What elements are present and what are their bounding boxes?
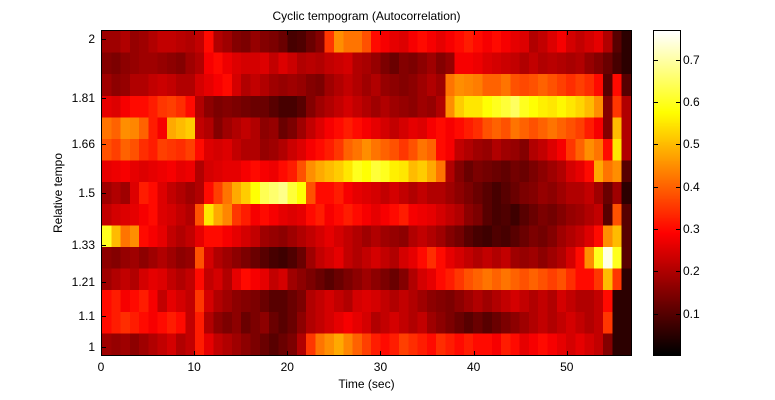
x-tick-mark-top	[380, 30, 382, 35]
y-tick-mark	[101, 97, 106, 99]
x-tick-label: 30	[373, 360, 388, 374]
colorbar-tick-mark-left	[653, 59, 658, 61]
x-tick-mark	[287, 351, 289, 356]
y-tick-label: 1.21	[71, 275, 95, 290]
x-tick-mark-top	[473, 30, 475, 35]
y-tick-label: 1.81	[71, 90, 95, 105]
y-tick-label: 1.66	[71, 136, 95, 151]
colorbar-gradient	[654, 31, 680, 355]
y-tick-mark	[101, 143, 106, 145]
x-tick-label: 40	[466, 360, 481, 374]
colorbar	[653, 30, 681, 356]
x-tick-mark	[194, 351, 196, 356]
colorbar-tick-mark-left	[653, 144, 658, 146]
y-axis-label: Relative tempo	[51, 152, 65, 234]
x-tick-mark-top	[194, 30, 196, 35]
y-tick-mark	[101, 282, 106, 284]
colorbar-tick-mark	[676, 228, 681, 230]
x-tick-mark	[566, 351, 568, 356]
y-tick-label: 1.33	[71, 238, 95, 253]
colorbar-tick-label: 0.6	[683, 94, 700, 109]
x-tick-mark	[101, 351, 102, 356]
x-tick-mark-top	[287, 30, 289, 35]
y-tick-mark	[101, 193, 106, 194]
x-tick-mark	[380, 351, 382, 356]
y-tick-label: 1.1	[78, 309, 95, 324]
x-tick-label: 10	[187, 360, 201, 374]
x-tick-label: 50	[560, 360, 574, 374]
colorbar-tick-mark-left	[653, 228, 658, 230]
y-tick-mark	[101, 346, 106, 348]
x-tick-label: 0	[97, 360, 105, 374]
y-tick-mark	[101, 245, 106, 247]
colorbar-tick-label: 0.7	[683, 52, 700, 67]
colorbar-tick-mark	[676, 101, 681, 103]
colorbar-tick-label: 0.5	[683, 137, 700, 152]
y-tick-label: 1.5	[78, 186, 95, 200]
x-tick-mark	[473, 351, 475, 356]
chart-title: Cyclic tempogram (Autocorrelation)	[272, 9, 461, 23]
x-tick-label: 20	[280, 360, 294, 374]
colorbar-tick-mark	[676, 186, 681, 188]
x-tick-mark-top	[101, 30, 102, 35]
colorbar-tick-label: 0.1	[683, 306, 700, 321]
y-tick-mark	[101, 39, 106, 41]
colorbar-tick-label: 0.3	[683, 221, 700, 236]
x-tick-mark-top	[566, 30, 568, 35]
colorbar-tick-mark-left	[653, 186, 658, 188]
colorbar-tick-mark-left	[653, 101, 658, 103]
colorbar-tick-label: 0.4	[683, 179, 700, 194]
colorbar-tick-mark-left	[653, 271, 658, 273]
colorbar-tick-label: 0.2	[683, 264, 700, 279]
colorbar-tick-mark-left	[653, 313, 658, 315]
colorbar-tick-mark	[676, 59, 681, 61]
y-tick-label: 1	[88, 339, 95, 354]
heatmap-plot-area	[101, 30, 632, 356]
y-tick-label: 2	[88, 32, 95, 47]
colorbar-tick-mark	[676, 271, 681, 273]
x-axis-label: Time (sec)	[338, 377, 395, 391]
y-tick-mark	[101, 316, 106, 318]
colorbar-tick-mark	[676, 144, 681, 146]
colorbar-tick-mark	[676, 313, 681, 315]
heatmap-canvas	[102, 31, 631, 355]
